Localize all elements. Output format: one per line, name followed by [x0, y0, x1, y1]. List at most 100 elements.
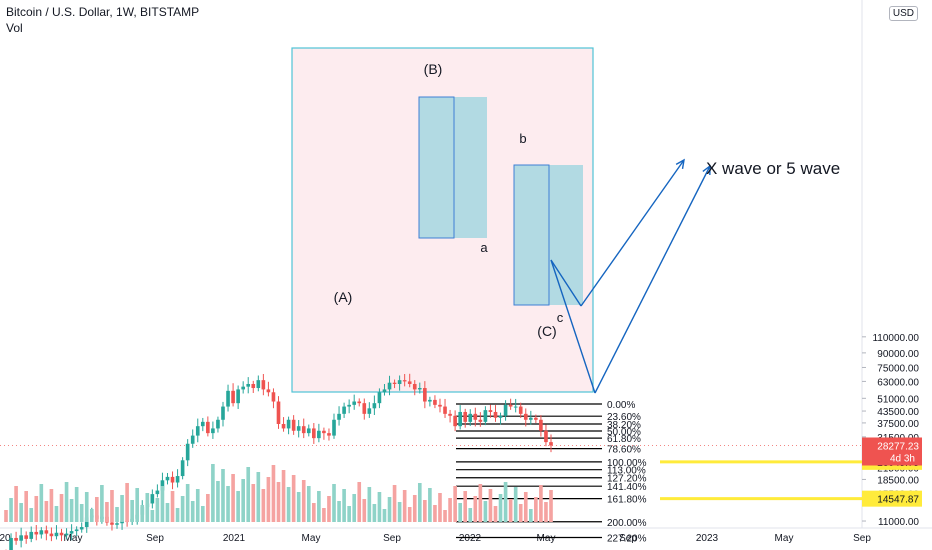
- candle-body: [458, 411, 462, 427]
- volume-bar: [271, 465, 276, 522]
- wave-label: b: [519, 131, 526, 146]
- candle-body: [165, 476, 170, 481]
- fib-label: 100.00%: [607, 458, 647, 469]
- volume-bar: [539, 485, 543, 522]
- volume-bar: [317, 491, 321, 522]
- candle-body: [281, 423, 286, 429]
- candle-body: [448, 413, 452, 416]
- candle-body: [19, 535, 23, 541]
- candle-body: [9, 537, 13, 550]
- y-tick-label: 37500.00: [877, 419, 919, 430]
- volume-bar: [211, 464, 215, 522]
- path-down-long: [550, 259, 596, 394]
- candle-body: [397, 380, 402, 384]
- candle-body: [29, 531, 34, 539]
- volume-bar: [483, 501, 488, 522]
- volume-bar: [206, 494, 210, 522]
- volume-bar: [463, 491, 468, 522]
- volume-bar: [402, 490, 407, 522]
- volume-bar: [130, 500, 134, 522]
- candle-body: [236, 389, 240, 404]
- wave-label: c: [557, 310, 564, 325]
- candle-body: [74, 529, 79, 532]
- candle-body: [407, 381, 412, 384]
- volume-bar: [160, 486, 165, 522]
- volume-bar: [433, 505, 437, 522]
- volume-bar: [377, 492, 382, 522]
- candle-body: [463, 411, 468, 422]
- volume-bar: [251, 484, 256, 522]
- volume-bar: [120, 495, 124, 522]
- candle-body: [231, 390, 235, 404]
- volume-bar: [296, 492, 301, 522]
- candle-body: [211, 428, 215, 434]
- volume-bar: [362, 499, 367, 522]
- candle-body: [382, 389, 387, 393]
- candle-body: [24, 535, 29, 539]
- volume-bar: [185, 484, 190, 522]
- candle-body: [155, 490, 160, 495]
- current-price-tag: [862, 437, 922, 466]
- symbol-title: Bitcoin / U.S. Dollar, 1W, BITSTAMP: [6, 5, 200, 19]
- volume-bar: [89, 509, 94, 522]
- candle-body: [110, 522, 114, 525]
- volume-bar: [392, 485, 397, 522]
- fib-label: 78.60%: [607, 445, 641, 456]
- candle-body: [206, 421, 210, 434]
- candle-body: [412, 383, 417, 390]
- volume-bar: [79, 504, 84, 522]
- volume-bar: [155, 498, 160, 522]
- volume-bar: [231, 474, 235, 522]
- candle-body: [347, 404, 351, 407]
- volume-bar: [523, 492, 528, 522]
- volume-bar: [412, 495, 417, 522]
- x-tick-label: 20: [0, 533, 11, 544]
- candle-body: [261, 380, 266, 390]
- candle-body: [544, 430, 548, 443]
- x-tick-label: Sep: [383, 533, 401, 544]
- volume-bar: [241, 479, 245, 522]
- candle-body: [433, 399, 437, 405]
- wave-label: (C): [537, 323, 556, 339]
- x-tick-label: Sep: [619, 533, 637, 544]
- volume-bar: [508, 499, 513, 522]
- candle-body: [438, 404, 442, 407]
- candle-body: [377, 392, 382, 404]
- projection-annotation: X wave or 5 wave: [706, 159, 840, 178]
- volume-bar: [357, 482, 362, 522]
- candle-body: [246, 383, 251, 387]
- y-tick-label: 18500.00: [877, 475, 919, 486]
- candle-body: [39, 530, 44, 535]
- volume-bar: [549, 490, 553, 522]
- volume-bar: [301, 480, 306, 522]
- candle-body: [423, 388, 427, 402]
- candle-body: [59, 532, 64, 536]
- candle-body: [170, 476, 175, 483]
- currency-badge[interactable]: USD: [888, 6, 918, 21]
- candle-body: [453, 415, 457, 427]
- candle-body: [120, 521, 124, 524]
- projection-arrow-1-head: [675, 158, 685, 169]
- volume-bar: [256, 472, 261, 522]
- candle-body: [417, 388, 422, 390]
- candle-body: [367, 408, 372, 414]
- fib-label: 61.80%: [607, 434, 641, 445]
- candle-body: [549, 442, 553, 446]
- fib-label: 200.00%: [607, 518, 647, 529]
- volume-bar: [528, 509, 533, 522]
- fib-label: 113.00%: [607, 466, 646, 477]
- volume-bar: [327, 496, 331, 522]
- volume-bar: [306, 486, 311, 522]
- volume-bar: [9, 498, 13, 522]
- volume-bar: [135, 488, 140, 522]
- volume-bar: [503, 482, 508, 522]
- volume-bar: [367, 487, 372, 522]
- volume-bar: [473, 496, 478, 522]
- candle-body: [266, 389, 271, 393]
- volume-bar: [64, 482, 69, 522]
- volume-bar: [291, 475, 296, 522]
- volume-bar: [59, 494, 64, 522]
- volume-bar: [337, 501, 341, 522]
- candle-body: [115, 523, 119, 525]
